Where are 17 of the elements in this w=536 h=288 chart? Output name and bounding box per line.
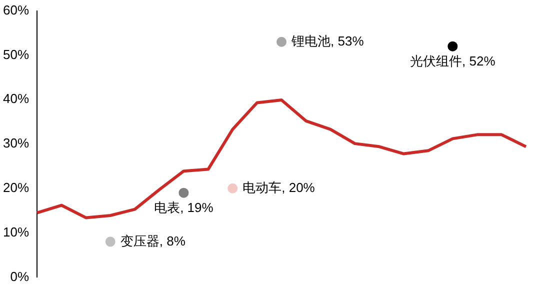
y-tick-label: 20% [2, 180, 30, 195]
y-tick-label: 0% [10, 268, 30, 284]
point [276, 36, 287, 47]
data-label: 变压器, 8% [120, 233, 186, 248]
point [178, 188, 189, 198]
data-label: 光伏组件, 52% [410, 53, 496, 68]
point [228, 183, 238, 194]
data-label: 锂电池, 53% [290, 33, 364, 48]
y-tick-label: 50% [2, 46, 30, 62]
y-tick-label: 40% [2, 91, 30, 106]
point [448, 41, 458, 52]
data-label: 电表, 19% [154, 200, 214, 215]
y-tick-label: 60% [2, 2, 30, 18]
y-tick-label: 30% [2, 136, 30, 151]
y-tick-label: 10% [2, 224, 30, 240]
data-label: 电动车, 20% [242, 180, 316, 195]
point [105, 236, 116, 247]
